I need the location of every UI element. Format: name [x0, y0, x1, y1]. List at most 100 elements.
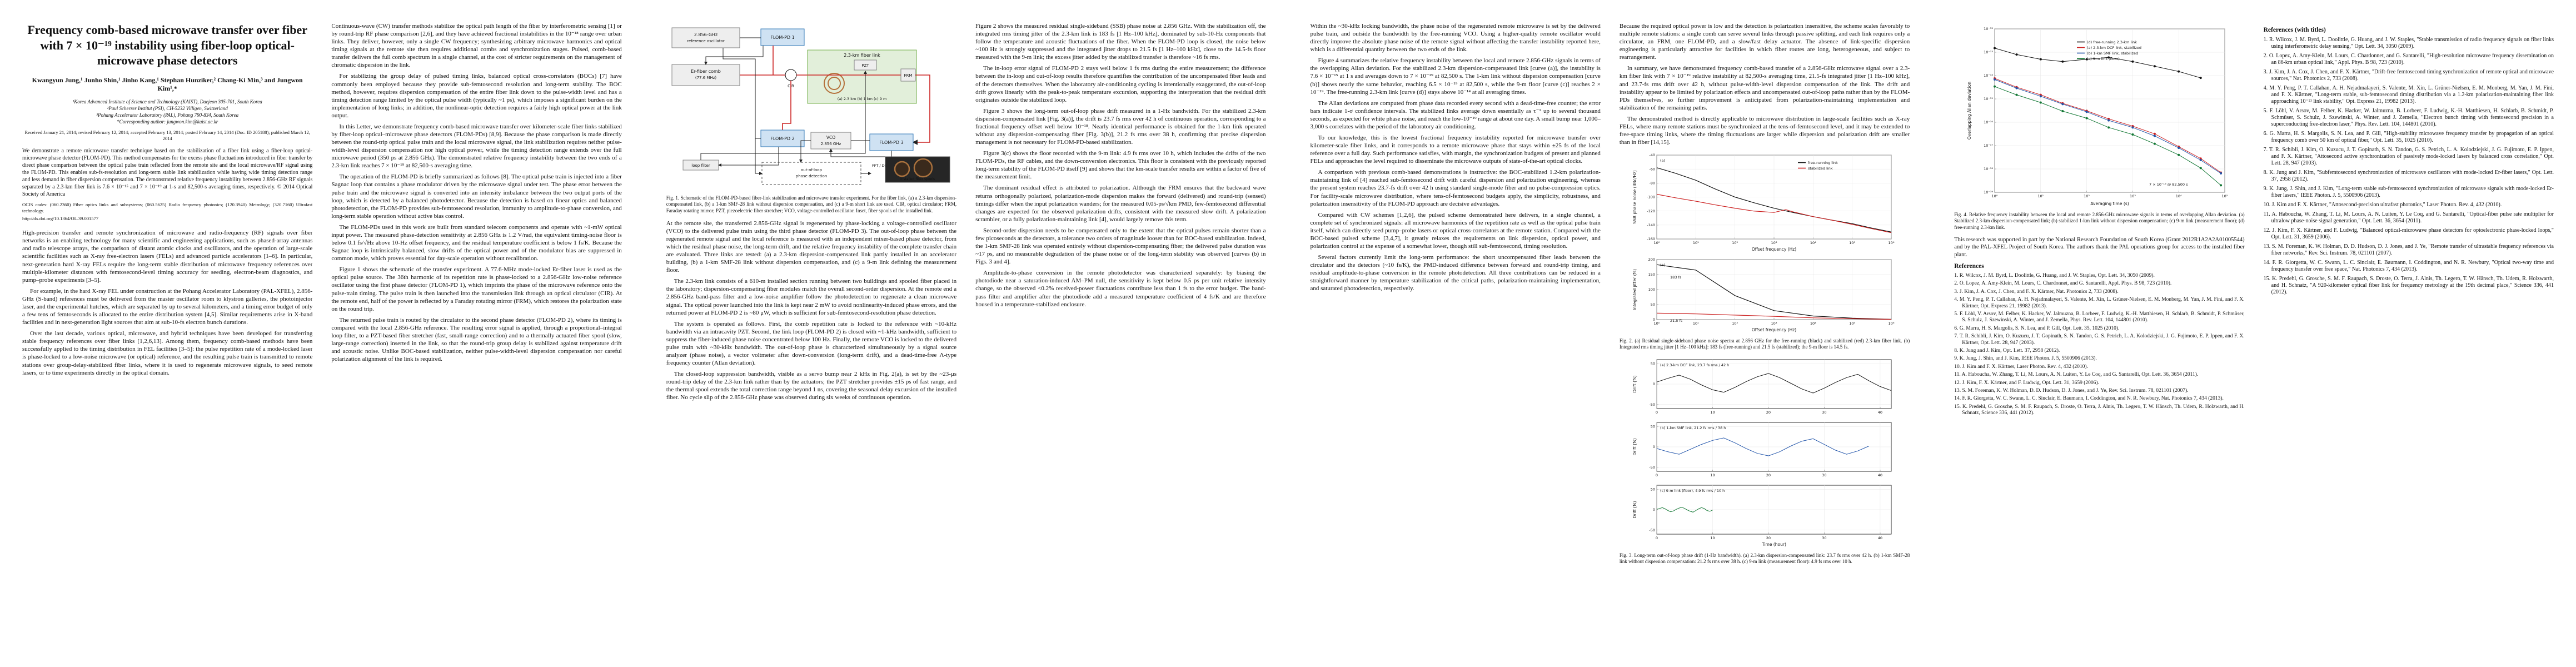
body-paragraph: The system is operated as follows. First… [666, 320, 957, 367]
reference-oscillator-label: 2.856-GHz [694, 32, 718, 37]
svg-text:20: 20 [1766, 473, 1771, 477]
reference-item: 14. F. R. Giorgetta, W. C. Swann, L. C. … [2263, 260, 2554, 272]
reference-item: 6. G. Marra, H. S. Margolis, S. N. Lea, … [2263, 131, 2554, 143]
svg-text:-80: -80 [1649, 181, 1655, 186]
svg-text:50: 50 [1651, 487, 1655, 491]
vco-box [810, 132, 851, 150]
flom-pd2-box [760, 130, 805, 147]
svg-text:10⁵: 10⁵ [1849, 241, 1855, 245]
svg-text:10⁻¹⁴: 10⁻¹⁴ [1984, 73, 1994, 78]
svg-text:10¹: 10¹ [2038, 194, 2044, 198]
svg-text:40: 40 [1878, 410, 1882, 415]
svg-text:10⁰: 10⁰ [1992, 194, 1998, 198]
svg-text:10⁻¹⁸: 10⁻¹⁸ [1984, 167, 1994, 171]
svg-text:10³: 10³ [2130, 194, 2136, 198]
svg-text:Drift (fs): Drift (fs) [1632, 375, 1637, 392]
body-paragraph: Within the ~30-kHz locking bandwidth, th… [1310, 23, 1601, 53]
svg-text:-160: -160 [1647, 237, 1655, 241]
figure-4-caption: Fig. 4. Relative frequency instability b… [1954, 212, 2245, 230]
body-paragraph: Figure 3(c) shows the floor recorded wit… [975, 150, 1266, 181]
photo-caption: installed fiber spools [900, 177, 935, 181]
page1-left-column: Frequency comb-based microwave transfer … [22, 22, 312, 645]
reference-item: 7. T. R. Schibli, J. Kim, O. Kuzucu, J. … [1954, 334, 2245, 346]
fiber-spool-icon [824, 73, 845, 94]
out-of-loop-label2: phase detection [796, 174, 827, 178]
svg-text:10: 10 [1710, 410, 1715, 415]
abstract: We demonstrate a remote microwave transf… [22, 148, 313, 198]
svg-text:10⁰: 10⁰ [1654, 321, 1660, 326]
svg-text:-60: -60 [1649, 167, 1655, 172]
body-paragraph: The in-loop error signal of FLOM-PD 2 st… [975, 65, 1266, 103]
reference-item: 8. K. Jung and J. Kim, "Subfemtosecond s… [2263, 170, 2554, 182]
reference-item: 4. M. Y. Peng, P. T. Callahan, A. H. Nej… [1954, 297, 2245, 309]
figure-3-caption: Fig. 3. Long-term out-of-loop phase drif… [1619, 552, 1910, 564]
reference-item: 2. O. Lopez, A. Amy-Klein, M. Lours, C. … [1954, 281, 2172, 287]
svg-text:Offset frequency (Hz): Offset frequency (Hz) [1752, 327, 1796, 332]
paper-title: Frequency comb-based microwave transfer … [27, 23, 308, 67]
svg-text:10²: 10² [2084, 194, 2090, 198]
references-with-titles-heading: References (with titles) [2263, 27, 2326, 33]
svg-text:0: 0 [1653, 445, 1655, 449]
vco-label: VCO [826, 135, 835, 140]
reference-item: 10. J. Kim and F. X. Kärtner, "Attosecon… [2263, 202, 2502, 208]
svg-text:-40: -40 [1649, 153, 1655, 157]
svg-text:(b) 1-km SMF link, stabilized: (b) 1-km SMF link, stabilized [2087, 51, 2138, 56]
svg-text:40: 40 [1878, 473, 1882, 477]
body-paragraph: Continuous-wave (CW) transfer methods st… [331, 23, 622, 69]
reference-item: 5. F. Löhl, V. Arsov, M. Felber, K. Hack… [1954, 311, 2245, 323]
svg-text:10⁻¹⁶: 10⁻¹⁶ [1984, 120, 1994, 125]
svg-text:10⁻¹⁷: 10⁻¹⁷ [1984, 143, 1994, 148]
reference-item: 11. A. Haboucha, W. Zhang, T. Li, M. Lou… [1954, 372, 2199, 378]
svg-text:10⁻¹²: 10⁻¹² [1984, 27, 1994, 31]
svg-text:SSB phase noise (dBc/Hz): SSB phase noise (dBc/Hz) [1632, 170, 1637, 223]
body-paragraph: For stabilizing the group delay of pulse… [331, 73, 622, 119]
svg-text:0: 0 [1656, 473, 1658, 477]
figure-2-caption: Fig. 2. (a) Residual single-sideband pha… [1619, 338, 1910, 350]
svg-text:10⁻¹³: 10⁻¹³ [1984, 50, 1994, 54]
figure-4-allan-deviation: 10⁰ 10¹ 10² 10³ 10⁴ 10⁵ 10⁻¹² 10⁻¹³ 10⁻¹⁴ 10⁻¹⁵ 10… [1954, 23, 2244, 231]
svg-text:10²: 10² [1732, 241, 1738, 245]
reference-oscillator-box [671, 27, 740, 48]
body-paragraph: The Allan deviations are computed from p… [1310, 99, 1601, 130]
body-paragraph: Figure 1 shows the schematic of the tran… [331, 266, 622, 312]
svg-text:(b): (b) [1660, 263, 1665, 267]
author-list: Kwangyun Jung,¹ Junho Shin,¹ Jinho Kang,… [32, 76, 303, 92]
svg-text:0: 0 [1656, 536, 1658, 540]
doi-line: http://dx.doi.org/10.1364/OL.39.001577 [22, 216, 99, 222]
svg-text:(a) 2.3-km DCF link, stabilize: (a) 2.3-km DCF link, stabilized [2087, 46, 2141, 50]
reference-item: 9. K. Jung, J. Shin, and J. Kim, IEEE Ph… [1954, 356, 2097, 362]
comb-label2: (77.6 MHz) [695, 76, 717, 80]
body-paragraph: For example, in the hard X-ray FEL under… [22, 287, 313, 326]
photo-spool-icon [894, 161, 910, 177]
flom-pd2-label: FLOM-PD 2 [771, 136, 795, 141]
page4-right-column: References (with titles) 1. R. Wilcox, J… [2264, 22, 2554, 645]
svg-text:10⁵: 10⁵ [2222, 194, 2228, 198]
corresponding-email-link[interactable]: *Corresponding author: jungwon.kim@kaist… [117, 118, 218, 125]
svg-text:10⁴: 10⁴ [1810, 241, 1816, 245]
reference-oscillator-label2: reference oscillator [687, 39, 725, 43]
svg-text:-140: -140 [1647, 223, 1655, 227]
svg-text:-50: -50 [1649, 465, 1655, 470]
reference-item: 11. A. Haboucha, W. Zhang, T. Li, M. Lou… [2263, 211, 2554, 224]
body-paragraph: The demonstrated method is directly appl… [1619, 115, 1910, 146]
svg-text:10⁴: 10⁴ [2176, 194, 2182, 198]
fig4-allan-deviation-chart: 10⁰ 10¹ 10² 10³ 10⁴ 10⁵ 10⁻¹² 10⁻¹³ 10⁻¹⁴ 10⁻¹⁵ 10… [1967, 27, 2228, 206]
body-paragraph: Figure 2 shows the measured residual sin… [975, 23, 1266, 61]
svg-text:40: 40 [1878, 536, 1882, 540]
svg-text:200: 200 [1648, 257, 1655, 262]
body-paragraph: Figure 4 summarizes the relative frequen… [1310, 57, 1601, 96]
page1-right-column: Continuous-wave (CW) transfer methods st… [331, 22, 621, 645]
svg-text:10: 10 [1710, 536, 1715, 540]
body-paragraph: The FLOM-PDs used in this work are built… [331, 223, 622, 262]
svg-text:(d) free-running 2.3-km link: (d) free-running 2.3-km link [2087, 40, 2137, 44]
svg-text:30: 30 [1822, 473, 1826, 477]
flom-pd3-box [869, 133, 914, 151]
reference-item: 12. J. Kim, F. X. Kärtner, and F. Ludwig… [2263, 227, 2554, 240]
svg-text:0: 0 [1653, 317, 1655, 322]
fiber-spool-icon-inner [828, 77, 841, 90]
fig2b-integrated-jitter-chart: 10⁰ 10¹ 10² 10³ 10⁴ 10⁵ 10⁶ 0 50 100 150 200 Offset … [1632, 257, 1895, 332]
fig1-schematic-svg: 2.856-GHz reference oscillator Er-fiber … [671, 27, 950, 185]
flom-pd1-label: FLOM-PD 1 [771, 35, 795, 40]
loop-filter-label: loop filter [692, 163, 711, 168]
